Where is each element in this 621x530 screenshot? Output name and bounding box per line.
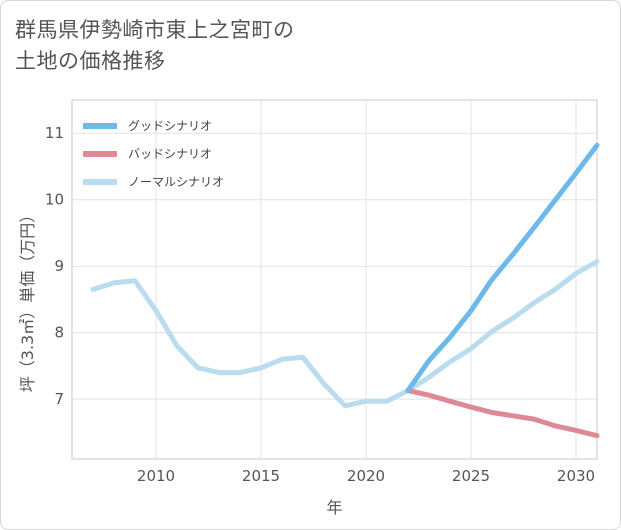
chart-title-line-2: 土地の価格推移 xyxy=(15,49,166,73)
legend-label-1: バッドシナリオ xyxy=(128,147,212,161)
series-line-1 xyxy=(405,388,600,439)
chart-title-line-1: 群馬県伊勢崎市東上之宮町の xyxy=(15,18,295,42)
y-axis-label: 坪（3.3㎡）単価（万円） xyxy=(18,207,37,392)
x-tick-label-2010: 2010 xyxy=(137,467,175,485)
y-tick-label-8: 8 xyxy=(54,324,64,342)
x-tick-label-2015: 2015 xyxy=(242,467,280,485)
legend-label-0: グッドシナリオ xyxy=(128,119,212,133)
y-tick-label-7: 7 xyxy=(54,390,64,408)
y-tick-label-10: 10 xyxy=(45,191,64,209)
x-tick-label-2020: 2020 xyxy=(347,467,385,485)
chart-title: 群馬県伊勢崎市東上之宮町の 土地の価格推移 xyxy=(15,15,395,77)
y-tick-label-11: 11 xyxy=(45,124,64,142)
series-line-2 xyxy=(90,259,600,409)
x-tick-label-2025: 2025 xyxy=(452,467,490,485)
x-tick-label-2030: 2030 xyxy=(557,467,595,485)
legend-label-2: ノーマルシナリオ xyxy=(128,175,224,189)
x-axis-label: 年 xyxy=(326,498,342,517)
series-line-0 xyxy=(405,142,600,393)
y-tick-label-9: 9 xyxy=(54,257,64,275)
